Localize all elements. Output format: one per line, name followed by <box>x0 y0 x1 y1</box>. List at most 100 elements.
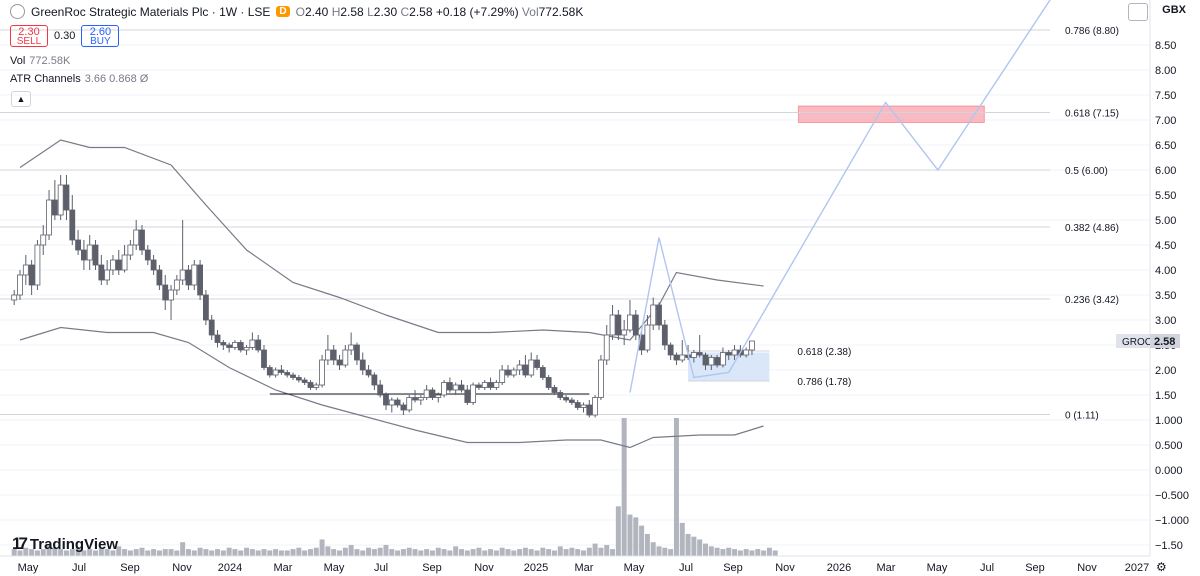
volume-bar <box>639 525 645 556</box>
candle-body <box>278 369 285 373</box>
candle-body <box>557 392 564 398</box>
sell-label: SELL <box>16 36 42 47</box>
settings-gear-icon[interactable]: ⚙ <box>1156 560 1167 574</box>
candle-body <box>516 364 523 371</box>
price-tick-label: −1.50 <box>1155 540 1183 552</box>
candle-body <box>423 389 430 398</box>
volume-bar <box>342 547 348 556</box>
buy-price: 2.60 <box>89 26 112 38</box>
candle-body <box>144 249 151 261</box>
volume-bar <box>209 550 215 556</box>
price-axis-bg <box>1150 0 1200 556</box>
candle-body <box>179 269 186 281</box>
candle-body <box>57 184 64 216</box>
volume-bar <box>220 550 226 556</box>
volume-bar <box>17 550 23 556</box>
candle-body <box>232 342 238 348</box>
candle-body <box>162 284 169 301</box>
collapse-legend-button[interactable]: ▲ <box>11 91 31 107</box>
volume-bar <box>11 549 17 556</box>
time-tick-label: Sep <box>120 562 140 574</box>
volume-bar <box>586 547 592 556</box>
volume-bar <box>557 546 563 556</box>
currency-label[interactable]: GBX <box>1162 4 1186 16</box>
time-tick-label: Jul <box>679 562 693 574</box>
volume-bar <box>168 549 174 556</box>
volume-bar <box>371 549 377 556</box>
volume-bar <box>633 517 639 556</box>
high-key: H <box>331 4 341 19</box>
projection-path <box>629 0 1051 393</box>
time-tick-label: Mar <box>274 562 293 574</box>
sell-price: 2.30 <box>18 26 40 38</box>
candle-body <box>86 244 93 261</box>
volume-bar <box>46 544 52 556</box>
candle-body <box>539 367 546 378</box>
volume-bar <box>546 549 552 556</box>
time-tick-label: Nov <box>474 562 494 574</box>
candle-body <box>348 344 355 351</box>
volume-bar <box>656 546 662 556</box>
symbol-tag: GROC <box>1122 337 1152 348</box>
time-tick-label: Jul <box>374 562 388 574</box>
volume-bar <box>325 546 331 556</box>
volume-bar <box>313 547 319 556</box>
candle-body <box>702 354 709 366</box>
price-tick-label: 1.50 <box>1155 390 1176 402</box>
candle-body <box>551 387 558 393</box>
candle-body <box>156 269 163 286</box>
candle-body <box>621 329 628 336</box>
candle-body <box>266 367 273 376</box>
time-axis[interactable]: May Jul Sep Nov 2024 Mar May Jul Sep Nov 2025 Mar Ma… <box>0 555 1200 576</box>
volume-bar <box>319 539 325 556</box>
candle-body <box>690 352 697 358</box>
volume-bar <box>697 539 703 556</box>
candle-body <box>650 304 657 326</box>
candle-body <box>505 369 511 376</box>
volume-bar <box>685 533 691 556</box>
volume-bar <box>610 549 616 556</box>
time-tick-label: Jul <box>72 562 86 574</box>
candle-body <box>75 239 81 251</box>
volume-bar <box>627 514 633 556</box>
candle-body <box>446 382 453 391</box>
volume-bar <box>63 550 69 556</box>
candle-body <box>499 369 506 383</box>
volume-bar <box>482 550 488 556</box>
volume-bar <box>429 550 435 556</box>
volume-bar <box>58 549 64 556</box>
buy-button[interactable]: 2.60 BUY <box>81 25 120 47</box>
volume-bar <box>29 549 35 556</box>
candle-body <box>301 379 308 383</box>
candle-body <box>185 269 192 286</box>
volume-bar <box>87 549 93 556</box>
candle-body <box>661 324 668 346</box>
candle-body <box>290 374 296 378</box>
screenshot-icon[interactable] <box>1128 3 1148 21</box>
volume-indicator-legend[interactable]: Vol 772.58K <box>10 55 70 67</box>
volume-bar <box>743 549 749 556</box>
candle-body <box>69 209 76 241</box>
volume-bar <box>517 549 523 556</box>
volume-bar <box>151 549 157 556</box>
fib-label: 0.786 (8.80) <box>1065 26 1119 37</box>
sell-button[interactable]: 2.30 SELL <box>10 25 48 47</box>
candle-body <box>435 394 442 398</box>
candle-body <box>400 404 407 411</box>
price-axis[interactable]: 8.50 8.00 7.50 7.00 6.50 6.00 5.50 5.00 4.50 4.00… <box>1116 0 1200 556</box>
candle-body <box>470 384 477 403</box>
price-tick-label: 7.00 <box>1155 115 1176 127</box>
symbol-logo-icon <box>10 4 25 19</box>
volume-bar <box>354 549 360 556</box>
candle-body <box>720 352 726 366</box>
symbol-title[interactable]: GreenRoc Strategic Materials Plc · 1W · … <box>31 4 271 19</box>
atr-indicator-legend[interactable]: ATR Channels 3.66 0.868 Ø <box>10 73 148 85</box>
volume-bar <box>139 547 145 556</box>
volume-bar <box>98 547 104 556</box>
volume-bar <box>133 549 139 556</box>
tradingview-logo: 17 TradingView <box>12 534 118 554</box>
volume-bar <box>702 543 708 556</box>
volume-bar <box>575 549 581 556</box>
volume-bar <box>581 550 586 556</box>
